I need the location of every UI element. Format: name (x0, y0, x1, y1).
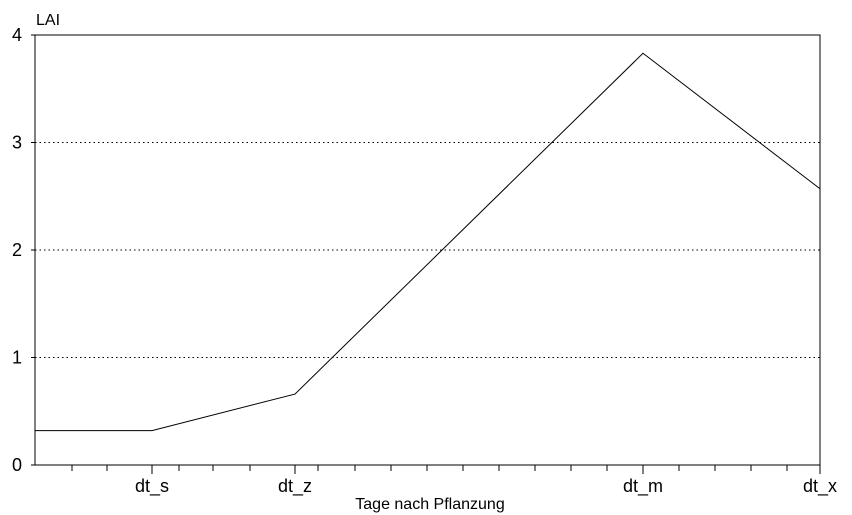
x-axis-title: Tage nach Pflanzung (355, 496, 504, 513)
axis-labels: LAI Tage nach Pflanzung 0 1 2 3 4 dt_s dt_z dt_… (12, 12, 837, 513)
x-tick-label-dt_x: dt_x (803, 476, 837, 497)
y-tick-label-3: 3 (12, 133, 22, 153)
y-tick-label-0: 0 (12, 455, 22, 475)
x-tick-label-dt_z: dt_z (278, 476, 312, 497)
series-layer (35, 52, 821, 432)
y-tick-label-4: 4 (12, 25, 22, 45)
axis-ticks (31, 34, 821, 474)
x-tick-label-dt_s: dt_s (135, 476, 169, 497)
y-axis-title: LAI (36, 12, 60, 29)
x-tick-label-dt_m: dt_m (623, 476, 663, 497)
grid-lines (35, 142, 820, 358)
y-tick-label-2: 2 (12, 240, 22, 260)
series-line (35, 52, 821, 432)
y-tick-label-1: 1 (12, 348, 22, 368)
